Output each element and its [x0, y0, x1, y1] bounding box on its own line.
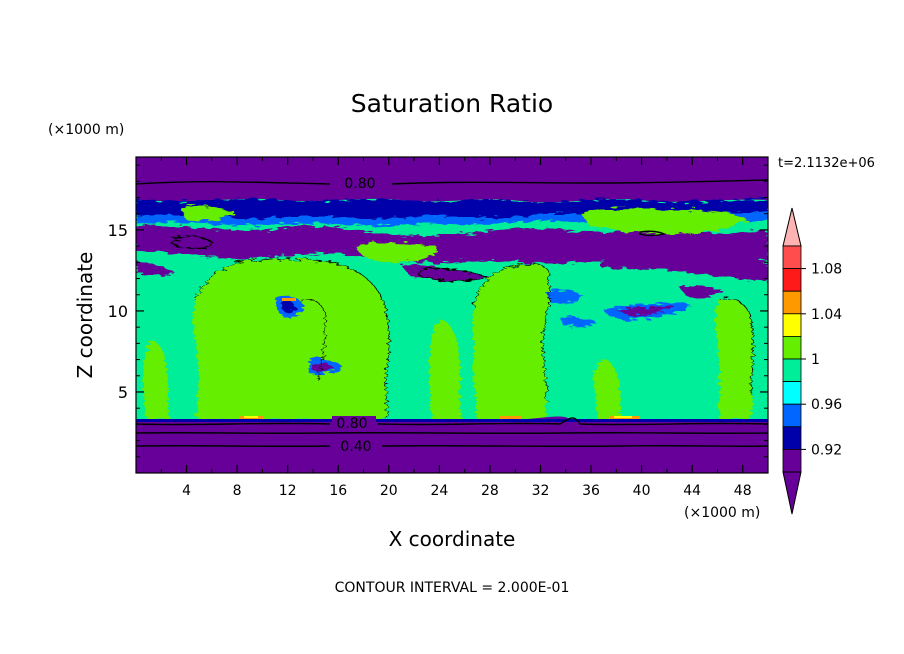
supersaturation-streaks [240, 298, 640, 420]
colorbar-label: 1.08 [811, 262, 842, 278]
colorbar-swatch [782, 381, 802, 405]
contour-label-top: 0.80 [344, 176, 375, 192]
contour-interval-footer: CONTOUR INTERVAL = 2.000E-01 [335, 580, 570, 596]
x-tick-label: 8 [233, 483, 242, 499]
colorbar-label: 1.04 [811, 307, 842, 323]
top-dry-band [136, 157, 768, 203]
x-tick-label: 40 [633, 483, 651, 499]
x-tick-label: 16 [329, 483, 347, 499]
colorbar-swatch [782, 403, 802, 428]
x-tick-label: 4 [182, 483, 191, 499]
x-tick-label: 20 [380, 483, 398, 499]
x-tick-label: 28 [481, 483, 499, 499]
cloud-contour-outlines [195, 258, 754, 421]
upper-dry-streak [136, 225, 768, 265]
y-tick-label: 10 [108, 302, 128, 321]
colorbar-label: 0.92 [811, 442, 842, 458]
y-tick-label: 5 [118, 383, 128, 402]
plot-area: 0.80 0.80 0.40 [136, 157, 768, 473]
x-tick-label: 12 [279, 483, 297, 499]
x-tick-label: 32 [532, 483, 550, 499]
left-dry-streak [136, 262, 175, 276]
x-tick-label: 48 [734, 483, 752, 499]
y-axis: 5 10 15 [108, 164, 768, 458]
lower-dry-band [136, 416, 768, 473]
colorbar-swatch [782, 290, 802, 315]
mid-dry-pockets [275, 285, 722, 375]
colorbar-swatch [782, 268, 802, 292]
x-tick-label: 36 [582, 483, 600, 499]
colorbar-top-triangle [782, 207, 802, 247]
right-dry-streak [600, 255, 768, 282]
colorbar: 1.08 1.04 1 0.96 0.92 [782, 207, 842, 515]
colorbar-swatch [782, 335, 802, 360]
contour-lines [136, 179, 768, 447]
x-axis: 4 8 12 16 20 24 28 32 36 40 44 48 [160, 157, 752, 499]
colorbar-swatch [782, 448, 802, 473]
y-axis-title: Z coordinate [73, 252, 97, 379]
plot-frame [135, 156, 769, 474]
colorbar-bottom-triangle [782, 471, 802, 515]
chart-title: Saturation Ratio [351, 89, 553, 118]
colorbar-swatch [782, 313, 802, 337]
colorbar-swatch [782, 426, 802, 450]
y-tick-label: 15 [108, 221, 128, 240]
colorbar-swatch [782, 245, 802, 270]
lower-transition-line [136, 419, 768, 422]
time-label: t=2.1132e+06 [778, 156, 875, 171]
x-axis-title: X coordinate [389, 527, 516, 551]
y-unit-label: (×1000 m) [48, 122, 124, 138]
x-unit-label: (×1000 m) [684, 505, 760, 521]
contour-label-bottom: 0.40 [340, 439, 371, 455]
colorbar-swatch [782, 358, 802, 383]
cloud-regions [143, 205, 754, 420]
colorbar-label: 0.96 [811, 397, 842, 413]
contour-label-lower: 0.80 [336, 416, 367, 432]
x-tick-label: 24 [430, 483, 448, 499]
x-tick-label: 44 [683, 483, 701, 499]
colorbar-label: 1 [811, 352, 820, 368]
